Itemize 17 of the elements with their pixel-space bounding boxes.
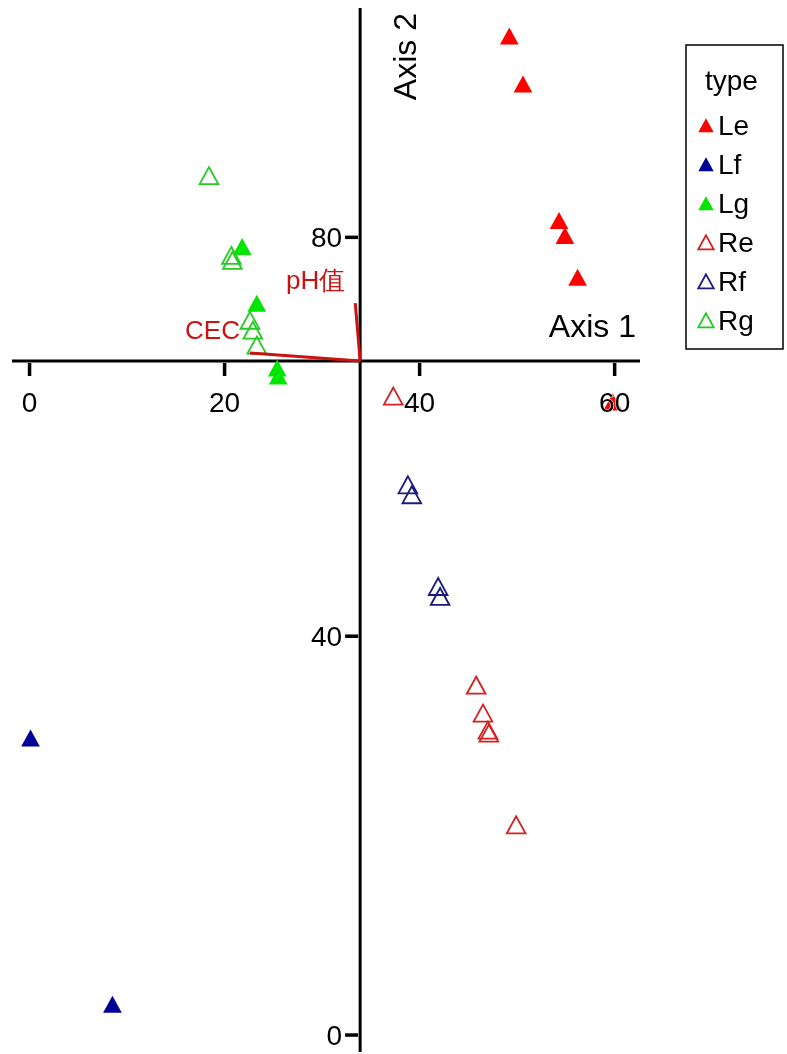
y-tick-label: 80 [310,222,343,254]
x-tick-label: 20 [209,387,241,418]
legend-label: Lf [718,149,742,180]
series-label: pH值 [286,265,346,296]
legend-title: type [705,65,758,96]
y-tick-label: 40 [310,621,343,653]
x-tick-label: 0 [21,387,38,418]
y-axis-title: Axis 2 [387,13,424,101]
y-tick-label: 0 [326,1020,343,1052]
legend-label: Rf [718,266,747,297]
x-tick-label: 40 [404,387,436,418]
series-label: CEC [185,315,240,346]
legend-label: Re [718,227,754,258]
legend-label: Le [718,110,750,141]
x-axis-title: Axis 1 [548,307,636,344]
legend-label: Rg [718,305,754,336]
legend-label: Lg [718,188,750,219]
